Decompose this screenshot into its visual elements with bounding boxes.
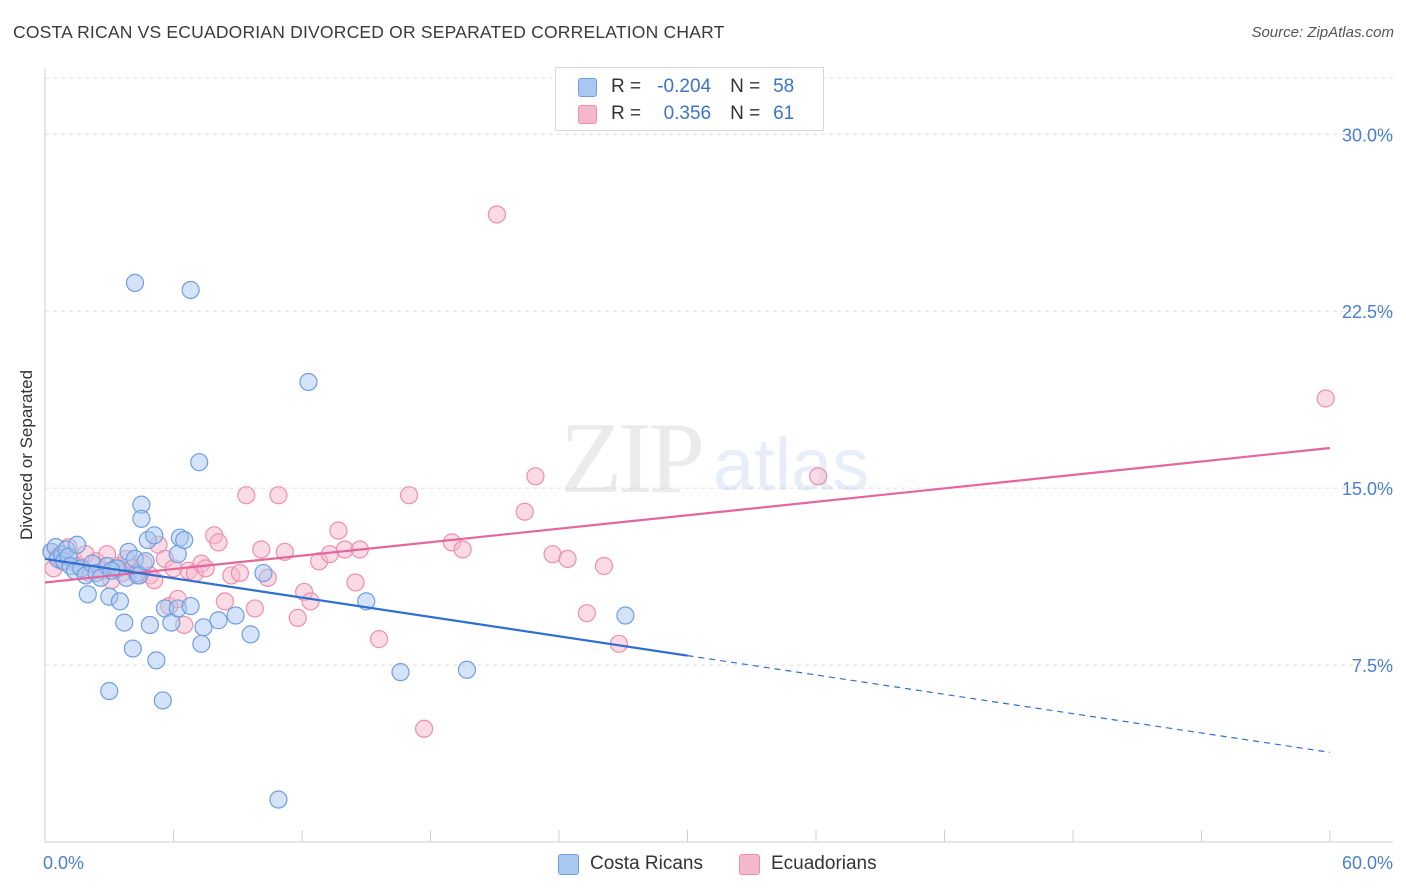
y-tick-label: 7.5% (1352, 656, 1393, 676)
data-point-costa-ricans (616, 606, 635, 625)
data-point-ecuadorians (594, 556, 614, 576)
data-point-ecuadorians (543, 545, 562, 564)
data-point-costa-ricans (192, 634, 211, 653)
data-point-ecuadorians (269, 486, 288, 505)
data-point-costa-ricans (190, 453, 209, 472)
bottom-legend-label: Ecuadorians (771, 853, 877, 874)
data-point-ecuadorians (237, 486, 256, 505)
x-tick-label-max: 60.0% (1342, 853, 1393, 873)
data-point-costa-ricans (153, 691, 172, 710)
data-point-ecuadorians (288, 608, 307, 627)
data-point-ecuadorians (526, 467, 545, 486)
data-point-costa-ricans (125, 273, 145, 292)
data-point-ecuadorians (453, 540, 472, 559)
bottom-legend-costa-ricans: Costa Ricans (558, 851, 703, 877)
data-point-costa-ricans (68, 535, 87, 554)
legend-n-label: N = (730, 103, 761, 124)
data-point-ecuadorians (558, 549, 577, 569)
trend-line-ecuadorians (44, 446, 1331, 584)
data-point-ecuadorians (329, 521, 348, 540)
data-point-costa-ricans (175, 530, 194, 550)
x-tick-label-min: 0.0% (43, 853, 84, 873)
axes (44, 68, 1393, 843)
data-point-ecuadorians (346, 573, 365, 592)
data-point-costa-ricans (254, 563, 273, 583)
bottom-legend-ecuadorians: Ecuadorians (739, 851, 877, 877)
bottom-legend-label: Costa Ricans (590, 853, 703, 874)
data-point-ecuadorians (245, 599, 264, 618)
legend-row-ecuadorians: R = 0.356 N = 61 (578, 102, 794, 126)
data-point-costa-ricans (115, 613, 134, 632)
legend-n-label: N = (730, 76, 761, 97)
legend-n-value: 58 (773, 76, 795, 97)
data-point-costa-ricans (140, 615, 160, 635)
data-point-costa-ricans (299, 372, 318, 392)
data-point-costa-ricans (110, 592, 130, 611)
data-point-ecuadorians (230, 563, 249, 583)
watermark-atlas: atlas (713, 423, 869, 506)
data-point-costa-ricans (226, 606, 245, 625)
data-point-ecuadorians (399, 486, 419, 505)
bottom-legend-swatch-blue (558, 853, 579, 875)
data-point-ecuadorians (370, 630, 389, 649)
legend-r-label: R = (611, 76, 642, 97)
data-point-ecuadorians (515, 502, 534, 521)
data-point-costa-ricans (181, 280, 200, 300)
data-point-costa-ricans (132, 509, 151, 528)
data-point-costa-ricans (241, 625, 260, 644)
data-point-ecuadorians (414, 719, 434, 738)
chart-title: COSTA RICAN VS ECUADORIAN DIVORCED OR SE… (13, 22, 725, 42)
data-point-ecuadorians (252, 540, 271, 559)
legend-r-value: 0.356 (663, 103, 712, 124)
legend-r-label: R = (611, 103, 642, 124)
data-point-costa-ricans (194, 618, 213, 637)
data-point-costa-ricans (391, 663, 410, 682)
data-point-ecuadorians (209, 533, 228, 552)
y-tick-label: 30.0% (1342, 125, 1393, 145)
data-point-ecuadorians (809, 467, 828, 486)
legend-r-value: -0.204 (657, 76, 712, 97)
legend-swatch-pink (578, 104, 597, 124)
data-point-ecuadorians (487, 205, 506, 224)
correlation-legend: R = -0.204 N = 58 R = 0.356 N = 61 (555, 67, 824, 131)
legend-n-value: 61 (773, 103, 795, 124)
series-costa-ricans (42, 273, 635, 809)
data-point-costa-ricans (147, 651, 166, 670)
y-tick-label: 22.5% (1342, 302, 1393, 322)
x-tick-labels: 0.0% 60.0% (43, 853, 1393, 873)
data-point-costa-ricans (100, 681, 119, 701)
watermark-zip: ZIP (560, 402, 701, 515)
legend-swatch-blue (578, 77, 597, 97)
data-point-costa-ricans (269, 790, 288, 809)
data-point-costa-ricans (145, 526, 164, 545)
trend-line-costa-ricans (44, 557, 688, 657)
watermark: ZIP atlas (560, 402, 869, 515)
data-point-costa-ricans (123, 639, 142, 658)
data-point-ecuadorians (215, 592, 234, 611)
y-tick-labels: 7.5% 15.0% 22.5% 30.0% (1342, 125, 1393, 676)
data-point-ecuadorians (1316, 389, 1335, 408)
data-point-ecuadorians (577, 604, 596, 623)
source-label: Source: ZipAtlas.com (1251, 24, 1394, 41)
legend-row-costa-ricans: R = -0.204 N = 58 (578, 75, 794, 99)
y-tick-label: 15.0% (1342, 479, 1393, 499)
data-point-costa-ricans (457, 660, 477, 679)
data-point-costa-ricans (136, 552, 155, 571)
data-point-costa-ricans (181, 596, 200, 616)
data-point-costa-ricans (78, 585, 97, 604)
data-point-costa-ricans (209, 611, 228, 630)
trend-lines (44, 446, 1331, 753)
data-point-ecuadorians (196, 559, 215, 578)
trend-line-costa-ricans-projection (687, 655, 1331, 753)
data-point-ecuadorians (301, 592, 320, 611)
bottom-legend-swatch-pink (739, 853, 760, 875)
